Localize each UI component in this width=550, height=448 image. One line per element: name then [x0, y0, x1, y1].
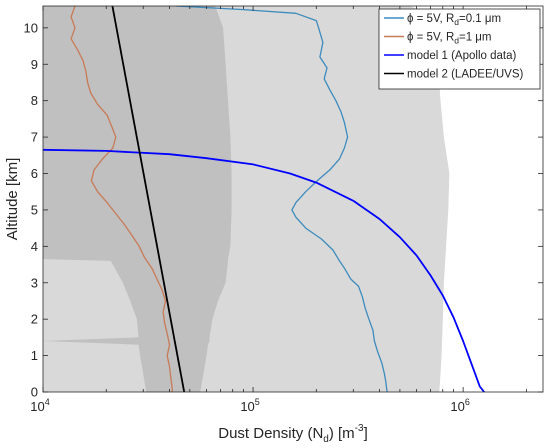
y-tick-label: 8: [31, 93, 38, 108]
legend-label: ϕ = 5V, Rd=1 μm: [407, 32, 492, 46]
legend-box: [378, 8, 541, 90]
series-rd-1um-line: [70, 6, 173, 392]
y-tick-label: 6: [31, 166, 38, 181]
legend-label: model 2 (LADEE/UVS): [407, 69, 523, 81]
x-tick-label: 105: [240, 397, 259, 414]
band-large-particle-spread: [43, 6, 232, 392]
model-1-apollo-line: [43, 148, 485, 392]
x-tick-label: 104: [30, 397, 49, 414]
y-tick-labels: 0 1 2 3 4 5 6 7 8 9 10: [24, 20, 38, 399]
y-tick-label: 3: [31, 275, 38, 290]
y-tick-label: 5: [31, 202, 38, 217]
legend-item-rd-1um: ϕ = 5V, Rd=1 μm: [384, 32, 492, 46]
y-tick-label: 0: [31, 385, 38, 400]
legend-item-rd-0-1um: ϕ = 5V, Rd=0.1 μm: [384, 13, 501, 27]
y-tick-label: 2: [31, 312, 38, 327]
axis-ticks: [42, 6, 543, 393]
y-tick-label: 4: [31, 239, 38, 254]
legend-label: model 1 (Apollo data): [407, 50, 516, 62]
plot-frame: [42, 5, 544, 393]
y-tick-label: 7: [31, 130, 38, 145]
y-tick-label: 10: [24, 20, 38, 35]
data-series: [43, 6, 485, 392]
x-axis-label: Dust Density (Nd) [m-3]: [218, 423, 368, 445]
model-2-ladee-line: [111, 6, 186, 392]
y-tick-label: 1: [31, 348, 38, 363]
x-tick-labels: 104 105 106: [30, 397, 470, 414]
legend: ϕ = 5V, Rd=0.1 μm ϕ = 5V, Rd=1 μm model 1 …: [378, 8, 541, 90]
legend-item-model-1: model 1 (Apollo data): [384, 50, 516, 62]
series-rd-0-1um-line: [176, 6, 388, 392]
x-tick-label: 106: [450, 397, 469, 414]
y-axis-label: Altitude [km]: [4, 158, 21, 241]
legend-item-model-2: model 2 (LADEE/UVS): [384, 69, 523, 81]
legend-label: ϕ = 5V, Rd=0.1 μm: [407, 13, 501, 27]
uncertainty-bands: [43, 6, 450, 392]
y-tick-label: 9: [31, 57, 38, 72]
